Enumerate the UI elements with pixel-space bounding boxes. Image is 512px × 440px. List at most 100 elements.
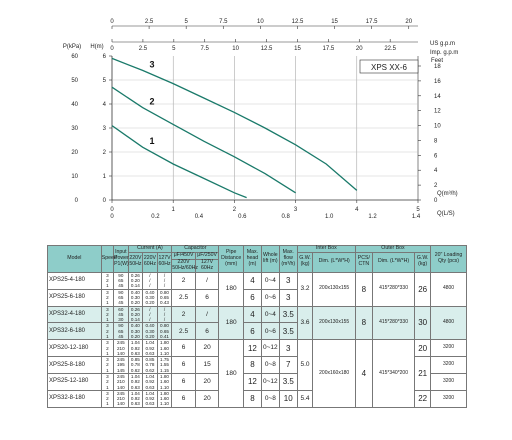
current-val: 0.63	[130, 384, 140, 390]
power-val: 30	[118, 317, 124, 323]
imp-tick-label: 0	[110, 19, 114, 25]
table-cell-head: 6	[242, 288, 262, 307]
y-tick-label: 5	[103, 78, 107, 84]
col-max-flow: Max. flow (m³/h)	[278, 245, 298, 273]
speed-2: 2	[106, 295, 109, 300]
speed-2: 2	[106, 278, 109, 284]
table-cell-head: 12	[242, 339, 262, 358]
table-cell-current: 1.04 0.92 0.63	[142, 372, 158, 391]
table-cell-cap: 2.5	[171, 288, 196, 307]
col-inter-dim: Dim. (L*W*H)	[312, 251, 356, 273]
y-tick-label: 1	[103, 174, 107, 180]
kpa-tick-label: 40	[71, 102, 78, 108]
y-tick-label: 4	[103, 102, 107, 108]
feet-tick-label: 4	[434, 168, 438, 174]
power-val: 210	[117, 379, 125, 385]
ls-tick-label: 1.0	[325, 214, 334, 220]
current-val: 0.92	[145, 345, 155, 351]
table-cell-flow: 3.5	[278, 322, 298, 341]
current-val: 0.30	[130, 295, 140, 300]
spec-table: Model Speed Input Power P1(W) Current (A…	[47, 245, 467, 408]
speed-1: 1	[106, 350, 109, 356]
current-val: 1.04	[130, 340, 140, 346]
current-val: 0.85	[145, 357, 155, 363]
feet-tick-label: 12	[434, 109, 441, 115]
table-cell-current: 0.80 0.65 0.41	[156, 322, 173, 341]
speed-1: 1	[106, 384, 109, 390]
table-cell-current: 0.40 0.30 0.20	[142, 322, 158, 341]
feet-tick-label: 10	[434, 124, 441, 130]
imp-tick-label: 7.5	[219, 19, 228, 25]
current-val: 0.92	[130, 345, 140, 351]
table-cell-cap: 2.5	[171, 322, 196, 341]
table-cell-loading: 3200	[430, 372, 467, 391]
speed-2: 2	[106, 311, 109, 317]
current-val: /	[149, 283, 151, 289]
y-tick-label: 6	[103, 54, 107, 60]
us-tick-label: 20	[356, 46, 363, 52]
speed-2: 2	[106, 328, 109, 334]
current-val: 0.85	[130, 357, 140, 363]
table-cell-current: / / /	[156, 271, 173, 290]
table-cell-current: 1.04 0.92 0.63	[142, 389, 158, 408]
power-val: 90	[118, 323, 124, 329]
table-cell-model: XPS25-4-180	[47, 271, 102, 290]
table-cell-cap: 6	[194, 322, 220, 341]
current-val: 1.10	[160, 401, 169, 407]
speed-3: 3	[106, 357, 109, 363]
us-tick-label: 10	[232, 46, 239, 52]
table-cell-current: 0.40 0.30 0.20	[142, 288, 158, 307]
col-pipe: Pipe Distance (mm)	[218, 245, 244, 273]
power-val: 60	[118, 306, 124, 312]
col-current-220-60: 220V 60Hz	[142, 251, 158, 273]
table-cell-flow: 3	[278, 271, 298, 290]
power-val: 65	[118, 278, 124, 284]
col-outer-box: Outer Box	[354, 245, 432, 253]
x-tick-label: 5	[416, 207, 420, 213]
imp-tick-label: 10	[257, 19, 264, 25]
current-val: 0.14	[130, 283, 140, 289]
y-axis-label-kpa: P(kPa)	[63, 44, 81, 50]
table-cell-power: 245 210 140	[113, 389, 129, 408]
current-val: 0.40	[130, 323, 140, 329]
col-whole-lift: Whole lift (m)	[260, 245, 280, 273]
feet-tick-label: 2	[434, 183, 438, 189]
table-cell-current: 1.04 0.92 0.63	[127, 389, 144, 408]
speed-3: 3	[106, 289, 109, 295]
speed-1: 1	[106, 283, 109, 289]
current-val: 0.63	[130, 350, 140, 356]
table-cell-current: 1.80 1.60 1.10	[156, 339, 173, 358]
current-val: 0.20	[130, 300, 140, 306]
table-cell-current: 0.80 0.65 0.43	[156, 288, 173, 307]
y-tick-label: 2	[103, 150, 107, 156]
x-axis-label-m3h: Q(m³/h)	[437, 191, 458, 197]
speed-1: 1	[106, 401, 109, 407]
current-val: 1.10	[160, 350, 169, 356]
current-val: 0.20	[130, 333, 140, 339]
current-val: /	[149, 272, 151, 278]
curve-1	[111, 125, 247, 199]
power-val: 65	[118, 328, 124, 334]
x-tick-label: 2	[233, 207, 237, 213]
chart-ticks: 0 1 2 3 4 50123456010203040506002468101214161…	[71, 19, 441, 220]
current-val: 1.04	[145, 373, 155, 379]
current-val: 0.63	[145, 350, 155, 356]
table-cell-power: 60 45 30	[113, 305, 129, 324]
col-loading: 20" Loading Qty (pcs)	[430, 245, 467, 273]
table-cell-cap: 20	[194, 389, 220, 408]
table-cell-flow: 10	[278, 389, 298, 408]
table-cell-lift: 0~8	[260, 356, 280, 374]
table-cell-lift: 0~12	[260, 372, 280, 391]
imp-tick-label: 20	[405, 19, 412, 25]
speed-3: 3	[106, 373, 109, 379]
table-cell-model: XPS25-6-180	[47, 288, 102, 307]
current-val: 1.80	[160, 390, 169, 396]
speed-3: 3	[106, 306, 109, 312]
table-cell-outer-gw: 20	[414, 339, 431, 358]
x-tick-label: 4	[355, 207, 359, 213]
y-tick-label: 0	[103, 198, 107, 204]
current-val: /	[163, 306, 166, 312]
us-tick-label: 7.5	[201, 46, 210, 52]
us-tick-label: 15	[294, 46, 301, 52]
